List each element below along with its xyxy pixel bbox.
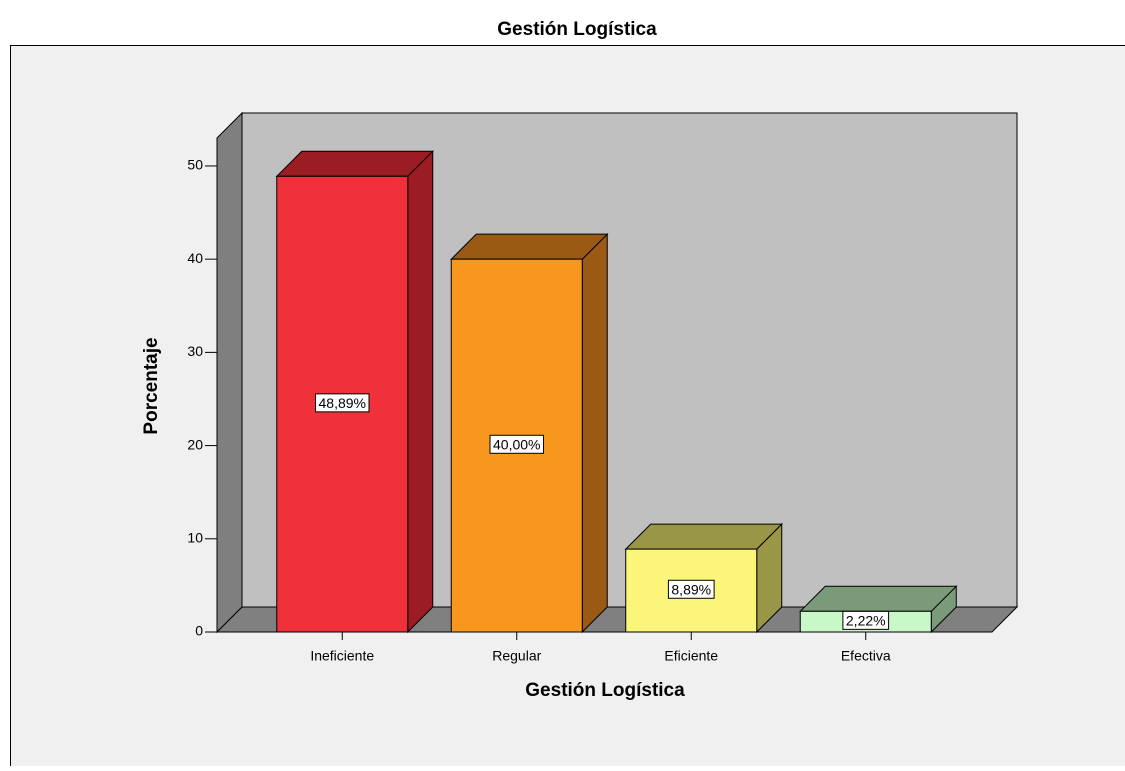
y-tick-label: 50	[187, 157, 203, 173]
y-tick-label: 10	[187, 529, 203, 545]
y-tick-label: 30	[187, 343, 203, 359]
x-axis-label: Gestión Logística	[525, 680, 685, 701]
x-tick-label: Efectiva	[841, 648, 891, 664]
y-tick-label: 20	[187, 436, 203, 452]
value-label: 8,89%	[671, 581, 711, 597]
value-label: 48,89%	[319, 395, 366, 411]
y-tick-label: 0	[195, 623, 203, 639]
bar-side	[408, 151, 433, 632]
bar-top	[277, 151, 433, 176]
bar-top	[626, 524, 782, 549]
x-tick-label: Ineficiente	[310, 648, 374, 664]
y-tick-label: 40	[187, 250, 203, 266]
bar-side	[582, 234, 607, 632]
bar-top	[800, 586, 956, 611]
x-tick-label: Regular	[492, 648, 541, 664]
y-axis-label: Porcentaje	[141, 337, 162, 434]
value-label: 2,22%	[846, 612, 886, 628]
left-wall	[217, 113, 242, 632]
chart-title: Gestión Logística	[497, 19, 657, 40]
value-label: 40,00%	[493, 436, 540, 452]
bar-top	[451, 234, 607, 259]
x-tick-label: Eficiente	[664, 648, 718, 664]
